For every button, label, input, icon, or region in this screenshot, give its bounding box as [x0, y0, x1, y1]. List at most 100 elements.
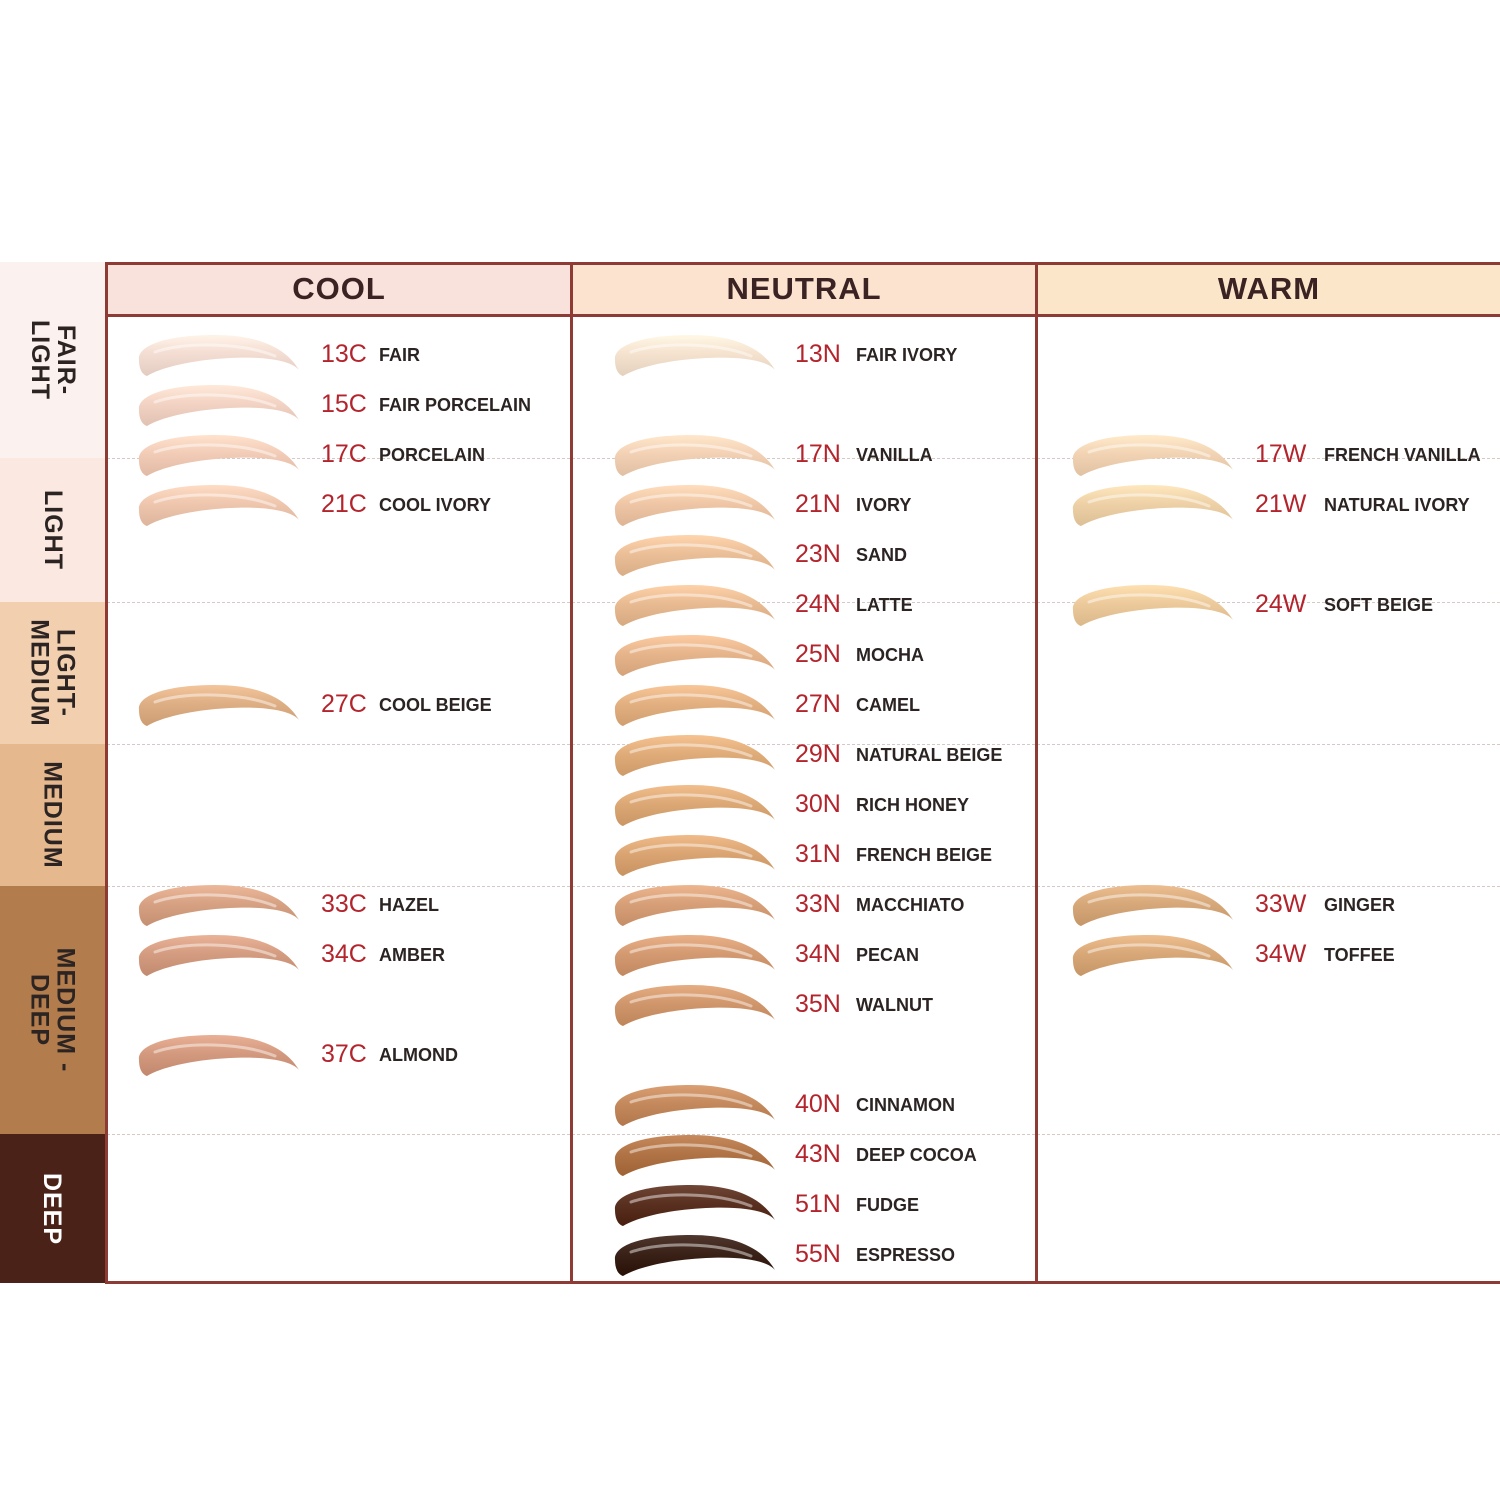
row-separator [107, 886, 1500, 887]
swatch-stroke [138, 885, 299, 926]
shade-name: COOL BEIGE [379, 695, 492, 715]
shade-code: 33C [321, 890, 367, 918]
shade-name: PORCELAIN [379, 445, 486, 465]
shade-name: AMBER [379, 945, 445, 965]
swatch-stroke [614, 1135, 775, 1176]
depth-band-label: LIGHT [0, 458, 105, 602]
depth-band [0, 744, 105, 886]
shade-name: IVORY [856, 495, 912, 515]
shade-name: FRENCH BEIGE [856, 845, 993, 865]
shade-item[interactable]: 55N ESPRESSO [611, 1232, 1046, 1282]
swatch-stroke [614, 1085, 775, 1126]
shade-code: 29N [795, 740, 841, 768]
shade-name: GINGER [1324, 895, 1396, 915]
shade-name: MACCHIATO [856, 895, 965, 915]
swatch-stroke [1072, 885, 1233, 926]
shade-item[interactable]: 21C COOL IVORY [135, 482, 569, 532]
swatch-stroke [1072, 485, 1233, 526]
shade-code: 40N [795, 1090, 841, 1118]
shade-item[interactable]: 34W TOFFEE [1069, 932, 1500, 982]
swatch-stroke [614, 685, 775, 726]
shade-item[interactable]: 33W GINGER [1069, 882, 1500, 932]
shade-item[interactable]: 27C COOL BEIGE [135, 682, 569, 732]
shade-item[interactable]: 13N FAIR IVORY [611, 332, 1046, 382]
grid-line [105, 262, 1500, 265]
shade-code: 13N [795, 340, 841, 368]
shade-item[interactable]: 23N SAND [611, 532, 1046, 582]
shade-name: FAIR [379, 345, 421, 365]
shade-code: 15C [321, 390, 367, 418]
shade-code: 34C [321, 940, 367, 968]
shade-code: 27N [795, 690, 841, 718]
shade-item[interactable]: 31N FRENCH BEIGE [611, 832, 1046, 882]
depth-band [0, 458, 105, 602]
depth-band-text: MEDIUM - DEEP [25, 947, 80, 1073]
shade-item[interactable]: 13C FAIR [135, 332, 569, 382]
shade-item[interactable]: 30N RICH HONEY [611, 782, 1046, 832]
shade-name: PECAN [856, 945, 920, 965]
grid-line [105, 262, 108, 1283]
shade-name: MOCHA [856, 645, 924, 665]
depth-band-text: MEDIUM [38, 761, 67, 869]
shade-item[interactable]: 27N CAMEL [611, 682, 1046, 732]
swatch-stroke [614, 485, 775, 526]
swatch-stroke [614, 435, 775, 476]
swatch-stroke [614, 1185, 775, 1226]
shade-name: NATURAL BEIGE [856, 745, 1003, 765]
swatch-stroke [138, 385, 299, 426]
depth-band-label: LIGHT- MEDIUM [0, 602, 105, 744]
swatch-stroke [1072, 935, 1233, 976]
swatch-stroke [614, 835, 775, 876]
swatch-stroke [138, 485, 299, 526]
shade-code: 51N [795, 1190, 841, 1218]
shade-code: 37C [321, 1040, 367, 1068]
shade-code: 24W [1255, 590, 1307, 618]
column-header-cool: COOL [107, 264, 571, 314]
grid-line [1035, 262, 1038, 1283]
shade-name: FUDGE [856, 1195, 919, 1215]
shade-name: ESPRESSO [856, 1245, 956, 1265]
shade-code: 17N [795, 440, 841, 468]
shade-item[interactable]: 25N MOCHA [611, 632, 1046, 682]
shade-item[interactable]: 33C HAZEL [135, 882, 569, 932]
shade-code: 33W [1255, 890, 1307, 918]
shade-code: 31N [795, 840, 841, 868]
shade-item[interactable]: 35N WALNUT [611, 982, 1046, 1032]
shade-code: 24N [795, 590, 841, 618]
shade-name: TOFFEE [1324, 945, 1395, 965]
swatch-stroke [138, 935, 299, 976]
shade-item[interactable]: 34C AMBER [135, 932, 569, 982]
shade-item[interactable]: 17W FRENCH VANILLA [1069, 432, 1500, 482]
shade-item[interactable]: 40N CINNAMON [611, 1082, 1046, 1132]
shade-item[interactable]: 15C FAIR PORCELAIN [135, 382, 569, 432]
depth-band-text: LIGHT [38, 490, 67, 570]
shade-item[interactable]: 17N VANILLA [611, 432, 1046, 482]
grid-line [105, 1281, 1500, 1284]
shade-name: ALMOND [379, 1045, 458, 1065]
shade-item[interactable]: 24N LATTE [611, 582, 1046, 632]
swatch-stroke [614, 785, 775, 826]
column-header-neutral: NEUTRAL [573, 264, 1035, 314]
depth-band [0, 886, 105, 1134]
shade-item[interactable]: 51N FUDGE [611, 1182, 1046, 1232]
shade-item[interactable]: 29N NATURAL BEIGE [611, 732, 1046, 782]
shade-item[interactable]: 17C PORCELAIN [135, 432, 569, 482]
shade-name: FAIR IVORY [856, 345, 958, 365]
shade-item[interactable]: 43N DEEP COCOA [611, 1132, 1046, 1182]
shade-code: 27C [321, 690, 367, 718]
depth-band [0, 1134, 105, 1283]
swatch-stroke [138, 435, 299, 476]
shade-name: VANILLA [856, 445, 933, 465]
shade-item[interactable]: 21W NATURAL IVORY [1069, 482, 1500, 532]
depth-band-text: LIGHT- MEDIUM [25, 619, 80, 727]
shade-item[interactable]: 34N PECAN [611, 932, 1046, 982]
shade-item[interactable]: 21N IVORY [611, 482, 1046, 532]
shade-item[interactable]: 33N MACCHIATO [611, 882, 1046, 932]
swatch-stroke [138, 685, 299, 726]
swatch-stroke [614, 585, 775, 626]
depth-band [0, 602, 105, 744]
shade-item[interactable]: 37C ALMOND [135, 1032, 569, 1082]
shade-name: CAMEL [856, 695, 920, 715]
shade-item[interactable]: 24W SOFT BEIGE [1069, 582, 1500, 632]
